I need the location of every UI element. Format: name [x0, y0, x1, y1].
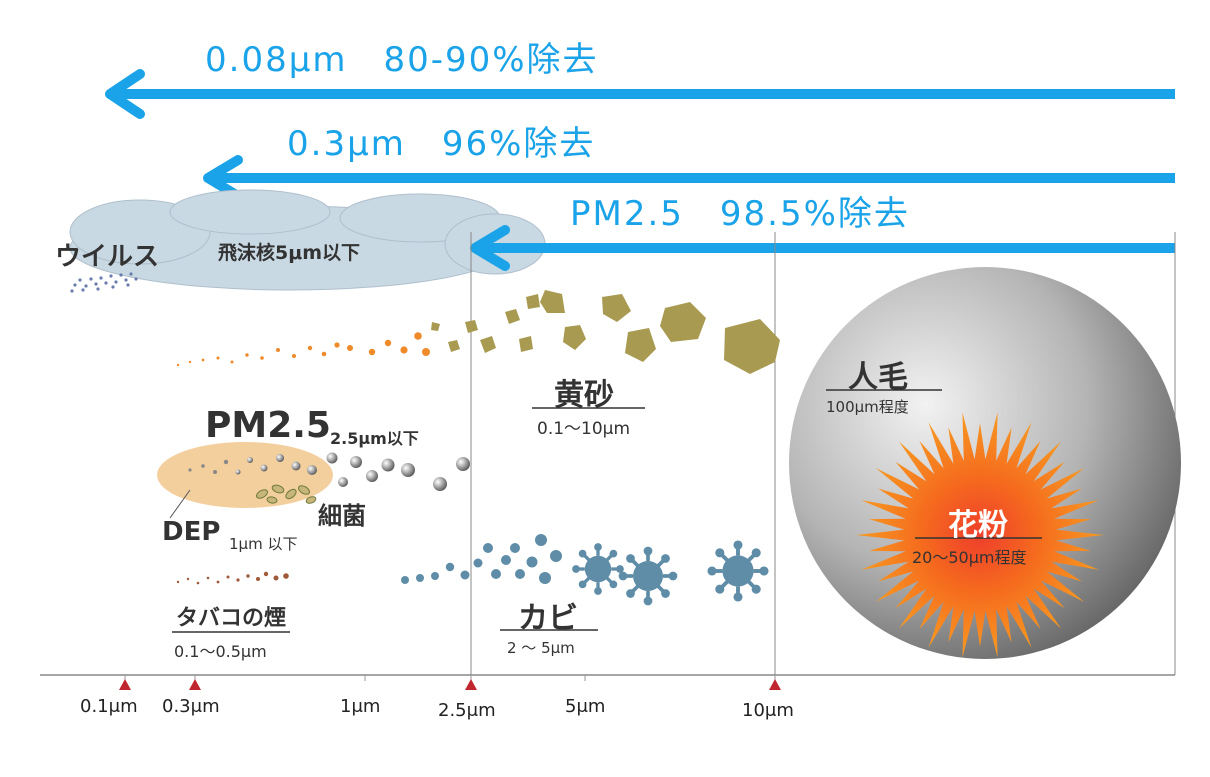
pollen-label: 花粉: [948, 508, 1008, 543]
sand-label: 黄砂: [554, 378, 614, 413]
axis-minor-ticks: [124, 675, 776, 681]
mold-range: 2 〜 5μm: [507, 639, 575, 657]
mold-label: カビ: [518, 601, 578, 636]
hair-label: 人毛: [848, 360, 908, 395]
tobacco-particles: [176, 571, 289, 585]
arrow-label-pm25: PM2.5 98.5%除去: [570, 194, 910, 234]
pollen-burst: [856, 412, 1104, 658]
mold-large-1: [570, 541, 626, 597]
dep-pointer: [169, 489, 191, 519]
hair-range: 100μm程度: [826, 398, 909, 416]
arrow-pm25: [470, 225, 1175, 271]
tick-marker-10um: [769, 679, 781, 690]
tick-label-1um: 1μm: [340, 696, 381, 717]
arrow-03um: [203, 155, 1175, 201]
sand-particles: [431, 290, 780, 374]
tick-marker-25um: [465, 679, 477, 690]
tick-label-01um: 0.1μm: [80, 696, 138, 717]
sand-range: 0.1〜10μm: [537, 419, 631, 439]
droplet-cloud: [69, 189, 546, 291]
virus-label: ウイルス: [55, 242, 160, 272]
virus-particles: [70, 272, 138, 293]
tobacco-label: タバコの煙: [176, 606, 287, 631]
tick-marker-03um: [189, 679, 201, 690]
arrow-label-03um: 0.3μm 96%除去: [287, 124, 596, 164]
mold-large-3: [705, 538, 771, 604]
arrow-label-008um: 0.08μm 80-90%除去: [205, 40, 599, 80]
tick-label-5um: 5μm: [565, 696, 606, 717]
pm25-particles: [188, 452, 470, 491]
tobacco-range: 0.1〜0.5μm: [174, 642, 267, 661]
tick-label-25um: 2.5μm: [438, 700, 496, 721]
mold-spores: [401, 534, 562, 584]
dep-note: 1μm 以下: [229, 535, 298, 553]
tick-label-10um: 10μm: [742, 700, 794, 721]
mold-large-2: [616, 544, 680, 608]
bacteria-particles: [256, 484, 317, 504]
dep-label: DEP: [162, 517, 221, 547]
arrow-008um: [105, 69, 1175, 119]
pm25-blob: [157, 442, 333, 508]
pm25-note: 2.5μm以下: [330, 429, 419, 448]
pm25-label: PM2.5: [205, 405, 331, 446]
pollen-range: 20〜50μm程度: [912, 548, 1027, 567]
dust-trail: [176, 332, 430, 367]
tick-marker-01um: [119, 679, 131, 690]
tick-label-03um: 0.3μm: [162, 696, 220, 717]
bacteria-label: 細菌: [318, 502, 366, 530]
droplet-label: 飛沫核5μm以下: [218, 242, 360, 264]
